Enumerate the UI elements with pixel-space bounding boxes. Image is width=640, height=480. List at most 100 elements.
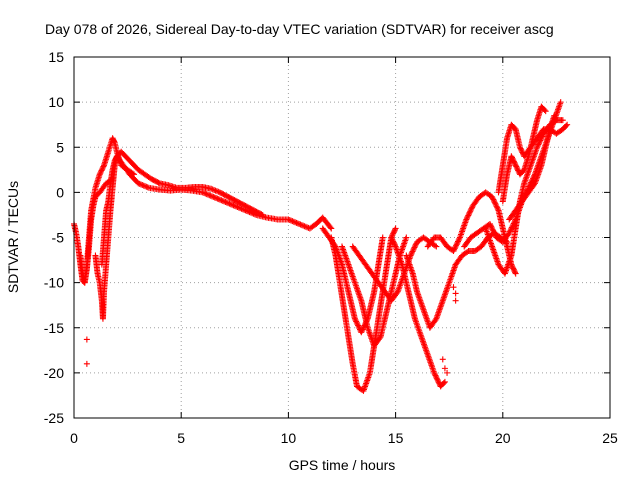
data-point [144,184,151,191]
data-point [237,205,244,212]
data-point [410,247,417,254]
data-point [510,265,517,272]
y-tick-label: -5 [52,230,65,246]
data-point [215,188,222,195]
data-point [200,189,207,196]
data-point [241,206,248,213]
data-point [231,202,238,209]
data-point [243,207,250,214]
data-point [202,190,209,197]
data-point [296,220,303,227]
data-point [99,164,106,171]
data-point [452,290,459,297]
series-arc-12 [461,99,564,250]
y-axis-title: SDTVAR / TECUs [5,181,21,293]
data-point [431,371,438,378]
data-point [391,240,398,247]
data-point [247,209,254,216]
data-point [529,176,536,183]
data-point [512,269,519,276]
series-arc-6 [328,225,399,394]
data-point [491,230,498,237]
data-point [506,229,513,236]
data-point [514,166,521,173]
data-point [155,179,162,186]
data-point [297,221,304,228]
data-point [557,99,564,106]
data-point [411,244,418,251]
grid [74,57,610,418]
data-point [223,199,230,206]
data-series [71,99,571,394]
x-tick-label: 0 [70,430,78,446]
data-point [488,223,495,230]
data-point [510,158,517,165]
data-point [288,217,295,224]
data-point [301,223,308,230]
data-point [452,243,459,250]
data-point [511,159,518,166]
data-point [465,212,472,219]
y-tick-label: 10 [48,94,64,110]
series-arc-2 [92,148,266,322]
data-point [214,195,221,202]
data-point [431,369,438,376]
data-point [492,231,499,238]
x-tick-label: 15 [388,430,404,446]
data-point [300,222,307,229]
data-point [245,208,252,215]
data-point [467,208,474,215]
data-point [506,228,513,235]
data-point [239,206,246,213]
data-point [464,213,471,220]
data-point [207,192,214,199]
data-point [136,180,143,187]
x-tick-label: 20 [495,430,511,446]
series-arc-14 [495,121,571,196]
data-point [222,198,229,205]
data-point [213,195,220,202]
data-point [410,245,417,252]
data-point [512,162,519,169]
data-point [100,163,107,170]
y-tick-label: -25 [44,410,64,426]
x-tick-label: 10 [281,430,297,446]
data-point [390,239,397,246]
data-point [292,219,299,226]
data-point [551,112,558,119]
data-point [208,185,215,192]
data-point [488,225,495,232]
data-point [535,141,542,148]
data-point [389,237,396,244]
data-point [440,380,447,387]
data-point [489,193,496,200]
data-point [513,164,520,171]
data-point [466,209,473,216]
y-tick-label: -20 [44,365,64,381]
data-point [509,264,516,271]
data-point [509,155,516,162]
data-point [392,225,399,232]
data-point [452,297,459,304]
y-tick-label: -15 [44,320,64,336]
y-tick-label: 0 [56,184,64,200]
data-point [403,234,410,241]
data-point [412,243,419,250]
data-point [209,186,216,193]
data-point [209,193,216,200]
data-point [456,235,463,242]
data-point [229,201,236,208]
data-point [493,203,500,210]
data-point [293,219,300,226]
data-point [453,242,460,249]
data-point [408,249,415,256]
data-point [294,220,301,227]
data-point [432,372,439,379]
y-tick-label: 5 [56,139,64,155]
data-point [352,317,359,324]
data-point [139,182,146,189]
data-point [432,242,439,249]
data-point [536,140,543,147]
data-point [143,183,150,190]
data-point [351,315,358,322]
